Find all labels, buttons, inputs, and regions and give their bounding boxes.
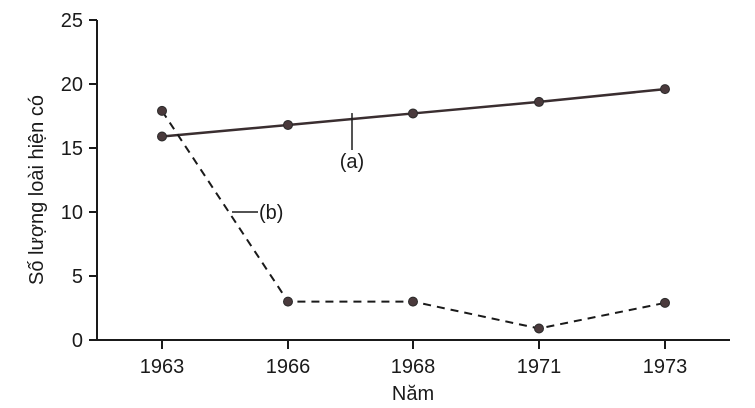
data-point-a	[408, 108, 418, 119]
y-tick-label: 15	[61, 138, 83, 160]
series-line-b	[161, 110, 666, 330]
x-axis-title: Năm	[392, 383, 434, 405]
data-point-b	[660, 297, 670, 308]
series-layer	[161, 87, 666, 330]
data-point-a	[660, 84, 670, 95]
x-tick-label: 1968	[391, 356, 436, 378]
data-point-a	[157, 131, 167, 142]
labels-layer: (a) (b)	[232, 113, 364, 224]
y-axis-title: Số lượng loài hiện có	[26, 95, 48, 285]
data-point-b	[157, 105, 167, 116]
data-point-b	[283, 296, 293, 307]
y-tick-label: 0	[72, 330, 83, 352]
x-tick-label: 1973	[643, 356, 688, 378]
points-layer	[157, 84, 670, 334]
x-tick-label: 1971	[517, 356, 562, 378]
x-tick-label: 1963	[140, 356, 185, 378]
axes: 0 5 10 15 20 25 1963 1966 1968 1971 1973 Năm Số lượn…	[26, 10, 730, 405]
y-tick-label: 5	[72, 266, 83, 288]
data-point-b	[408, 296, 418, 307]
series-b-label: (b)	[259, 202, 283, 224]
y-tick-label: 20	[61, 74, 83, 96]
data-point-b	[534, 323, 544, 334]
x-tick-label: 1966	[266, 356, 311, 378]
series-a-label: (a)	[340, 151, 364, 173]
y-tick-label: 25	[61, 10, 83, 32]
data-point-a	[534, 96, 544, 107]
data-point-a	[283, 119, 293, 130]
y-tick-label: 10	[61, 202, 83, 224]
